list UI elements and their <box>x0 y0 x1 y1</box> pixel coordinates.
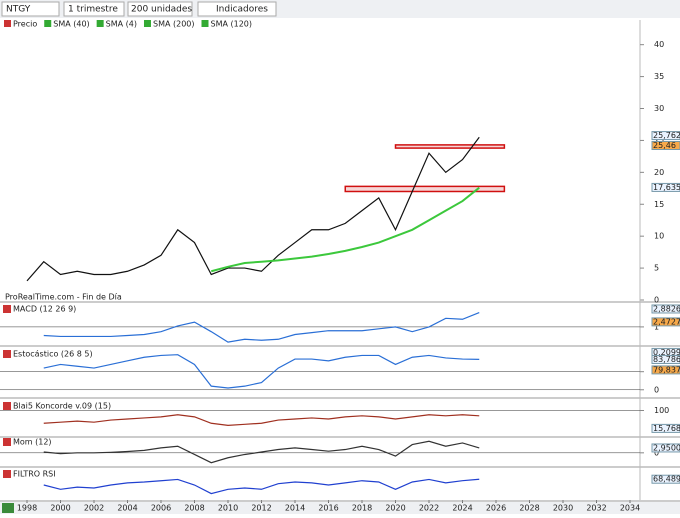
last-label-box <box>651 443 680 453</box>
last-label-box <box>651 365 680 375</box>
last-label: 83,786 <box>653 355 680 364</box>
x-tick-label: 2028 <box>519 504 539 513</box>
y-tick-label: 30 <box>654 104 664 113</box>
y-tick-label: 0 <box>654 448 659 457</box>
legend-swatch <box>4 20 11 27</box>
series-line <box>43 354 480 389</box>
x-tick-label: 2002 <box>84 504 104 513</box>
source: ProRealTime.com - Fin de Día <box>5 293 122 302</box>
last-label: 0,2099 <box>653 348 680 357</box>
x-tick-label: 2006 <box>151 504 171 513</box>
x-tick-label: 2024 <box>452 504 472 513</box>
series-line <box>43 312 480 343</box>
last-label: 2,4727 <box>653 317 680 326</box>
last-label-box <box>651 304 680 314</box>
y-tick-label: 25 <box>654 136 664 145</box>
last-label: 2,9500 <box>653 443 680 452</box>
legend-entry: SMA (200) <box>153 20 195 29</box>
panel-title: Mom (12) <box>13 438 52 447</box>
y-tick-label: 40 <box>654 40 664 49</box>
legend-swatch <box>44 20 52 27</box>
zone <box>394 144 506 149</box>
x-tick-label: 2012 <box>251 504 271 513</box>
legend-entry: SMA (120) <box>211 20 253 29</box>
last-label: 68,489 <box>653 475 680 484</box>
series-line <box>43 414 480 426</box>
period[interactable]: 1 trimestre <box>68 5 118 15</box>
panel-icon <box>3 438 11 446</box>
last-label: 2,8826 <box>653 304 680 313</box>
panel-title: Estocástico (26 8 5) <box>13 350 93 359</box>
last-label-box <box>651 140 680 150</box>
series-line <box>26 136 480 282</box>
last-label-box <box>651 317 680 327</box>
last-label-box <box>651 354 680 364</box>
last-label-box <box>651 423 680 433</box>
last-label-box <box>651 131 680 141</box>
last-label: 25,762 <box>653 131 680 140</box>
panel-icon <box>3 350 11 358</box>
units-box[interactable] <box>127 1 193 17</box>
x-tick-label: 2030 <box>553 504 573 513</box>
series-line <box>43 478 480 495</box>
legend-swatch <box>96 20 104 27</box>
legend-entry: SMA (4) <box>106 20 137 29</box>
series-line <box>43 440 480 464</box>
x-tick-label: 2014 <box>285 504 305 513</box>
x-tick-label: 2016 <box>318 504 338 513</box>
x-tick-label: 2018 <box>352 504 372 513</box>
indicators[interactable]: Indicadores <box>216 5 268 15</box>
x-tick-label: 2020 <box>385 504 405 513</box>
last-label-box <box>651 182 680 192</box>
panel-title: FILTRO RSI <box>13 470 56 479</box>
x-tick-label: 1998 <box>17 504 37 513</box>
x-tick-label: 2004 <box>117 504 137 513</box>
units[interactable]: 200 unidades <box>131 5 192 15</box>
x-tick-label: 2034 <box>620 504 640 513</box>
symbol[interactable]: NTGY <box>6 5 31 15</box>
series-line <box>210 186 480 273</box>
period-box[interactable] <box>63 1 125 17</box>
panel-icon <box>3 402 11 410</box>
legend-swatch <box>201 20 209 27</box>
y-tick-label: 35 <box>654 72 664 81</box>
scroll-button[interactable] <box>2 503 14 513</box>
y-tick-label: 0 <box>654 296 659 305</box>
panel-icon <box>3 470 11 478</box>
legend-swatch <box>143 20 151 27</box>
x-tick-label: 2000 <box>50 504 70 513</box>
y-tick-label: 10 <box>654 232 664 241</box>
legend-entry: Precio <box>13 20 37 29</box>
x-tick-label: 2032 <box>586 504 606 513</box>
y-tick-label: 20 <box>654 168 664 177</box>
y-tick-label: 5 <box>654 264 659 273</box>
x-axis-bar <box>0 502 680 514</box>
x-tick-label: 2008 <box>184 504 204 513</box>
symbol-box[interactable] <box>1 1 60 17</box>
panel-icon <box>3 305 11 313</box>
panel-title: MACD (12 26 9) <box>13 305 76 314</box>
last-label: 25,46 <box>653 141 676 150</box>
panel-title: Blai5 Koncorde v.09 (15) <box>13 402 111 411</box>
x-tick-label: 2010 <box>218 504 238 513</box>
last-label-box <box>651 474 680 484</box>
y-tick-label: 15 <box>654 200 664 209</box>
x-tick-label: 2026 <box>486 504 506 513</box>
y-tick-label: 0 <box>654 385 659 394</box>
y-tick-label: 100 <box>654 406 669 415</box>
y-tick-label: 1 <box>654 322 659 331</box>
zone <box>344 185 506 193</box>
x-tick-label: 2022 <box>419 504 439 513</box>
indicators-box[interactable] <box>197 1 277 17</box>
last-label: 15,768 <box>653 424 680 433</box>
last-label: 17,635 <box>653 183 680 192</box>
legend-entry: SMA (40) <box>53 20 89 29</box>
last-label: 79,837 <box>653 365 680 374</box>
